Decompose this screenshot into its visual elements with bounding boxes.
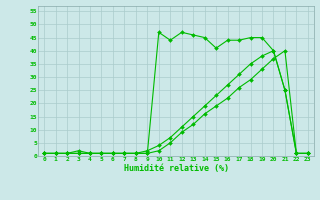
X-axis label: Humidité relative (%): Humidité relative (%)	[124, 164, 228, 172]
